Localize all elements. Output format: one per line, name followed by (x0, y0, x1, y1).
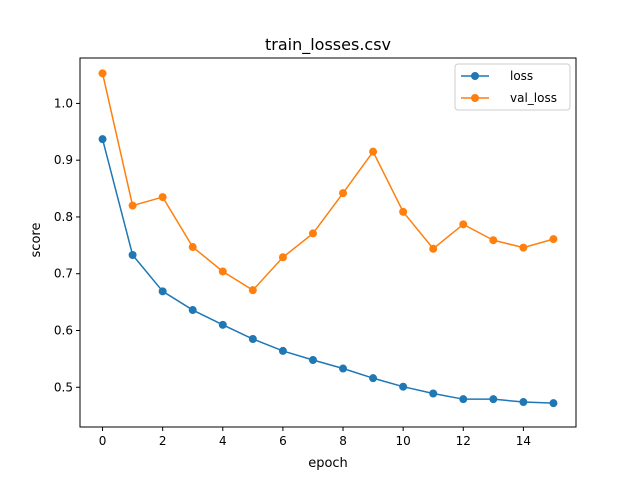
data-point-val_loss (489, 236, 498, 245)
legend-label-val_loss: val_loss (510, 91, 557, 105)
x-tick-label: 4 (219, 434, 227, 448)
data-point-val_loss (519, 243, 528, 252)
data-point-val_loss (278, 253, 287, 262)
legend: loss val_loss (454, 63, 571, 111)
x-tick-label: 12 (456, 434, 471, 448)
y-axis-label: score (29, 223, 44, 258)
data-point-loss (459, 395, 468, 404)
data-point-val_loss (369, 147, 378, 156)
x-tick-label: 14 (516, 434, 531, 448)
y-tick-label: 0.5 (54, 380, 73, 394)
data-point-loss (489, 395, 498, 404)
legend-label-loss: loss (510, 69, 533, 83)
y-tick-label: 0.9 (54, 153, 73, 167)
y-tick-label: 0.6 (54, 323, 73, 337)
plot-area: 0 2 4 6 8 10 12 14 0.5 0.6 0.7 0.8 0.9 1.0 (54, 57, 577, 448)
series-line-loss (101, 138, 554, 404)
data-point-loss (248, 335, 257, 344)
data-point-val_loss (429, 244, 438, 253)
data-point-val_loss (459, 220, 468, 229)
x-tick-label: 8 (339, 434, 347, 448)
data-point-loss (519, 398, 528, 407)
data-point-loss (218, 320, 227, 329)
y-tick-label: 1.0 (54, 96, 73, 110)
data-point-val_loss (128, 201, 137, 210)
data-point-loss (278, 346, 287, 355)
data-point-loss (188, 306, 197, 315)
x-tick-label: 0 (99, 434, 107, 448)
data-point-loss (429, 389, 438, 398)
x-tick-label: 2 (159, 434, 167, 448)
data-point-val_loss (248, 286, 257, 295)
data-point-val_loss (218, 267, 227, 276)
y-tick-label: 0.8 (54, 210, 73, 224)
data-point-loss (549, 399, 558, 408)
data-point-loss (399, 382, 408, 391)
data-point-val_loss (188, 243, 197, 252)
data-point-val_loss (399, 207, 408, 216)
legend-marker-val_loss (471, 94, 479, 102)
data-point-loss (98, 135, 107, 144)
x-axis-label: epoch (308, 456, 348, 471)
data-point-val_loss (339, 189, 348, 198)
data-point-val_loss (549, 235, 558, 244)
data-point-loss (128, 250, 137, 259)
data-point-loss (369, 374, 378, 383)
chart-title: train_losses.csv (265, 35, 391, 55)
data-point-val_loss (158, 193, 167, 202)
axes-frame (79, 57, 577, 428)
data-point-loss (308, 356, 317, 365)
legend-marker-loss (471, 72, 479, 80)
data-point-val_loss (308, 229, 317, 238)
data-point-loss (339, 364, 348, 373)
series-line-val_loss (101, 73, 554, 292)
x-tick-label: 10 (396, 434, 411, 448)
x-tick-label: 6 (279, 434, 287, 448)
data-point-val_loss (98, 69, 107, 78)
y-tick-label: 0.7 (54, 267, 73, 281)
data-point-loss (158, 287, 167, 296)
